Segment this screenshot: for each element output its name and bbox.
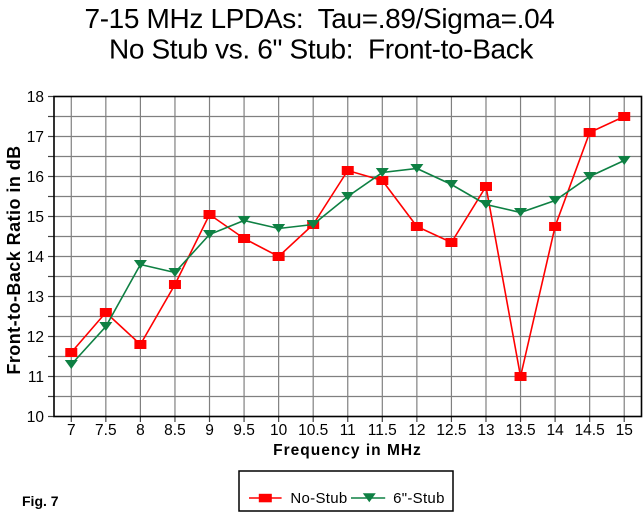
svg-text:6"-Stub: 6"-Stub [393,490,445,507]
svg-text:12: 12 [408,422,425,439]
svg-text:17: 17 [27,129,44,146]
svg-text:14: 14 [546,422,564,439]
svg-text:7-15 MHz LPDAs: Tau=.89/Sigma: 7-15 MHz LPDAs: Tau=.89/Sigma=.04 [84,3,554,34]
svg-text:14.5: 14.5 [575,422,605,439]
svg-text:18: 18 [27,89,44,106]
svg-text:10: 10 [27,409,45,426]
svg-text:13: 13 [477,422,494,439]
svg-text:13.5: 13.5 [505,422,535,439]
svg-text:Fig. 7: Fig. 7 [22,493,59,509]
svg-text:8.5: 8.5 [164,422,186,439]
svg-text:Frequency in MHz: Frequency in MHz [273,442,422,459]
svg-text:9: 9 [205,422,214,439]
svg-text:10: 10 [270,422,288,439]
svg-text:10.5: 10.5 [298,422,328,439]
svg-text:8: 8 [136,422,145,439]
svg-text:16: 16 [27,169,44,186]
svg-text:15: 15 [27,209,44,226]
svg-text:11: 11 [28,369,44,386]
svg-text:14: 14 [27,249,45,266]
svg-text:15: 15 [616,422,633,439]
svg-text:No-Stub: No-Stub [290,490,347,507]
svg-text:12.5: 12.5 [436,422,466,439]
svg-text:12: 12 [27,329,44,346]
svg-text:13: 13 [27,289,44,306]
svg-text:9.5: 9.5 [233,422,255,439]
svg-text:Front-to-Back Ratio in dB: Front-to-Back Ratio in dB [4,145,24,374]
svg-text:7.5: 7.5 [95,422,117,439]
svg-text:No Stub vs. 6" Stub: Front-to: No Stub vs. 6" Stub: Front-to-Back [109,34,534,65]
svg-text:7: 7 [67,422,76,439]
svg-text:11: 11 [340,422,356,439]
svg-text:11.5: 11.5 [368,422,397,439]
